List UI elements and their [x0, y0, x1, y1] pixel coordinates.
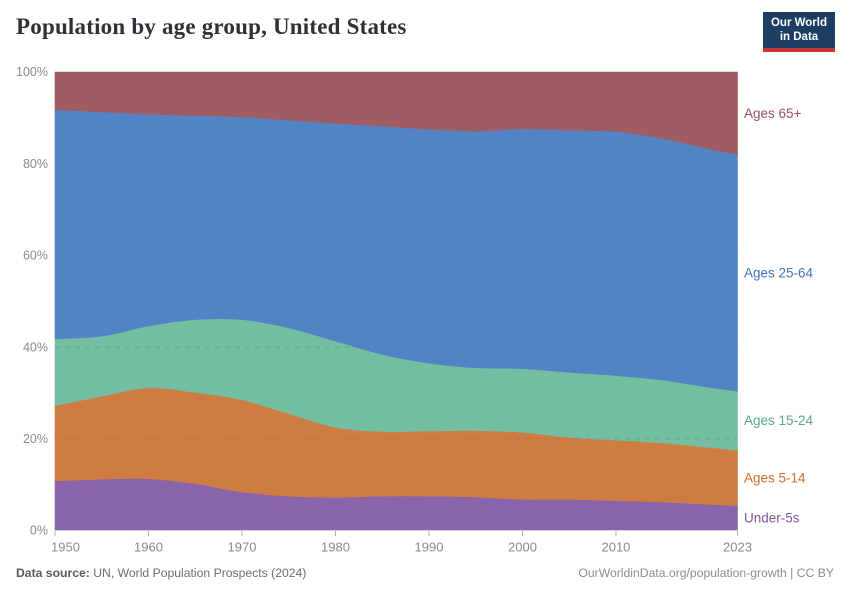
x-tick-label-1950: 1950	[51, 540, 80, 555]
legend-label-ages-5-14[interactable]: Ages 5-14	[744, 471, 806, 486]
y-tick-label-100: 100%	[16, 65, 48, 79]
legend-label-ages-65plus[interactable]: Ages 65+	[744, 106, 802, 121]
owid-logo-line2: in Data	[779, 30, 819, 43]
x-tick-label-2023: 2023	[723, 540, 752, 555]
y-tick-label-80: 80%	[23, 157, 48, 171]
x-tick-label-1990: 1990	[415, 540, 444, 555]
x-tick-label-1970: 1970	[228, 540, 257, 555]
y-tick-label-40: 40%	[23, 340, 48, 354]
legend-label-ages-25-64[interactable]: Ages 25-64	[744, 265, 814, 280]
x-tick-label-2010: 2010	[601, 540, 630, 555]
data-source-note: Data source: UN, World Population Prospe…	[16, 566, 306, 580]
y-tick-label-60: 60%	[23, 249, 48, 263]
x-tick-label-1960: 1960	[134, 540, 163, 555]
x-tick-label-1980: 1980	[321, 540, 350, 555]
legend-label-ages-15-24[interactable]: Ages 15-24	[744, 413, 814, 428]
y-tick-label-0: 0%	[30, 524, 48, 538]
owid-logo-line1: Our World	[770, 17, 827, 29]
chart-footer: Data source: UN, World Population Prospe…	[16, 566, 834, 580]
x-tick-label-2000: 2000	[508, 540, 537, 555]
owid-logo[interactable]: Our World in Data	[763, 12, 835, 52]
page-title: Population by age group, United States	[16, 14, 407, 39]
area-ages-65plus[interactable]	[54, 71, 738, 155]
y-tick-label-20: 20%	[23, 432, 48, 446]
legend-label-under-5s[interactable]: Under-5s	[744, 511, 800, 526]
data-source-value: UN, World Population Prospects (2024)	[89, 566, 307, 580]
attribution-text: OurWorldinData.org/population-growth | C…	[578, 566, 834, 580]
data-source-label: Data source:	[16, 566, 90, 580]
